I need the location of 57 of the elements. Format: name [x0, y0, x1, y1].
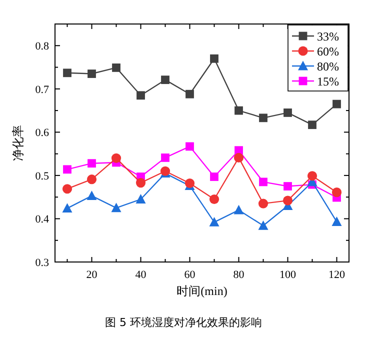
y-tick-label: 0.5 — [35, 170, 50, 182]
point — [161, 154, 170, 162]
point — [161, 76, 170, 84]
x-tick-label: 80 — [233, 269, 245, 281]
x-tick-label: 120 — [328, 269, 346, 281]
y-tick-label: 0.8 — [35, 40, 50, 53]
x-tick-label: 100 — [280, 269, 296, 281]
point — [308, 120, 316, 130]
point — [209, 216, 220, 226]
x-tick-label: 40 — [135, 269, 147, 281]
legend-label: 15% — [317, 74, 339, 88]
x-tick-label: 20 — [86, 269, 98, 281]
legend-label: 60% — [317, 44, 339, 58]
point — [111, 153, 122, 163]
point — [284, 108, 292, 117]
y-tick-label: 0.4 — [35, 214, 50, 226]
point — [136, 178, 146, 188]
point — [258, 220, 268, 230]
point — [184, 178, 195, 188]
y-tick-label: 0.6 — [35, 127, 50, 140]
point — [136, 91, 145, 100]
legend-label: 33% — [317, 30, 339, 44]
point — [136, 194, 146, 204]
legend-label: 80% — [317, 60, 339, 74]
point — [332, 216, 342, 226]
x-tick-label: 60 — [184, 269, 196, 281]
point — [332, 188, 342, 198]
point — [259, 178, 268, 186]
point — [332, 100, 341, 108]
point — [86, 174, 97, 184]
point — [186, 142, 194, 151]
point — [186, 90, 194, 98]
caption: 图 5 环境湿度对净化效果的影响 — [105, 316, 262, 329]
point — [258, 198, 268, 208]
point — [282, 196, 293, 206]
point — [234, 204, 244, 214]
point — [63, 165, 72, 174]
y-axis-title: 净化率 — [11, 125, 25, 161]
x-axis-title: 时间(min) — [176, 284, 228, 298]
point — [62, 203, 72, 213]
point — [112, 64, 120, 72]
point — [88, 159, 96, 168]
point — [284, 182, 292, 190]
point — [210, 172, 218, 181]
point — [111, 202, 122, 212]
y-tick-label: 0.3 — [35, 257, 50, 269]
point — [209, 194, 220, 204]
point — [307, 171, 318, 181]
point — [62, 184, 72, 194]
point — [234, 106, 243, 115]
point — [259, 114, 268, 122]
point — [63, 68, 72, 78]
point — [234, 152, 244, 163]
point — [210, 54, 218, 63]
y-tick-label: 0.7 — [35, 84, 50, 96]
point — [86, 190, 97, 200]
point — [88, 70, 96, 78]
